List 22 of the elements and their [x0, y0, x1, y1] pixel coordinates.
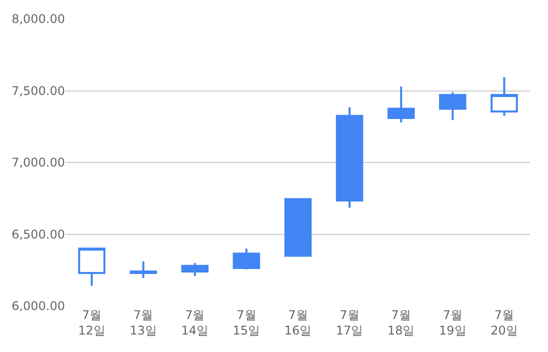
x-tick-label: 7월 13일	[130, 308, 157, 338]
x-tick-label: 7월 17일	[336, 308, 364, 338]
x-tick-label: 7월 12일	[78, 308, 106, 338]
y-tick-label: 7,000.00	[12, 156, 65, 170]
candlestick	[232, 248, 260, 270]
candlestick	[78, 248, 106, 287]
x-tick-label: 7월 18일	[387, 308, 415, 338]
candlestick	[130, 260, 157, 280]
candlestick	[490, 76, 518, 117]
x-tick-label: 7월 14일	[181, 308, 209, 338]
candlestick	[387, 85, 415, 124]
y-tick-label: 8,000.00	[12, 12, 65, 26]
y-tick-label: 7,500.00	[12, 84, 65, 98]
x-tick-label: 7월 15일	[232, 308, 260, 338]
x-tick-label: 7월 16일	[284, 308, 312, 338]
candlestick	[439, 91, 466, 122]
y-tick-label: 6,000.00	[12, 299, 65, 314]
candlestick	[336, 106, 364, 209]
y-tick-label: 6,500.00	[12, 227, 65, 242]
x-tick-label: 7월 19일	[439, 308, 466, 338]
x-tick-label: 7월 20일	[490, 308, 518, 338]
candlestick	[284, 198, 312, 257]
